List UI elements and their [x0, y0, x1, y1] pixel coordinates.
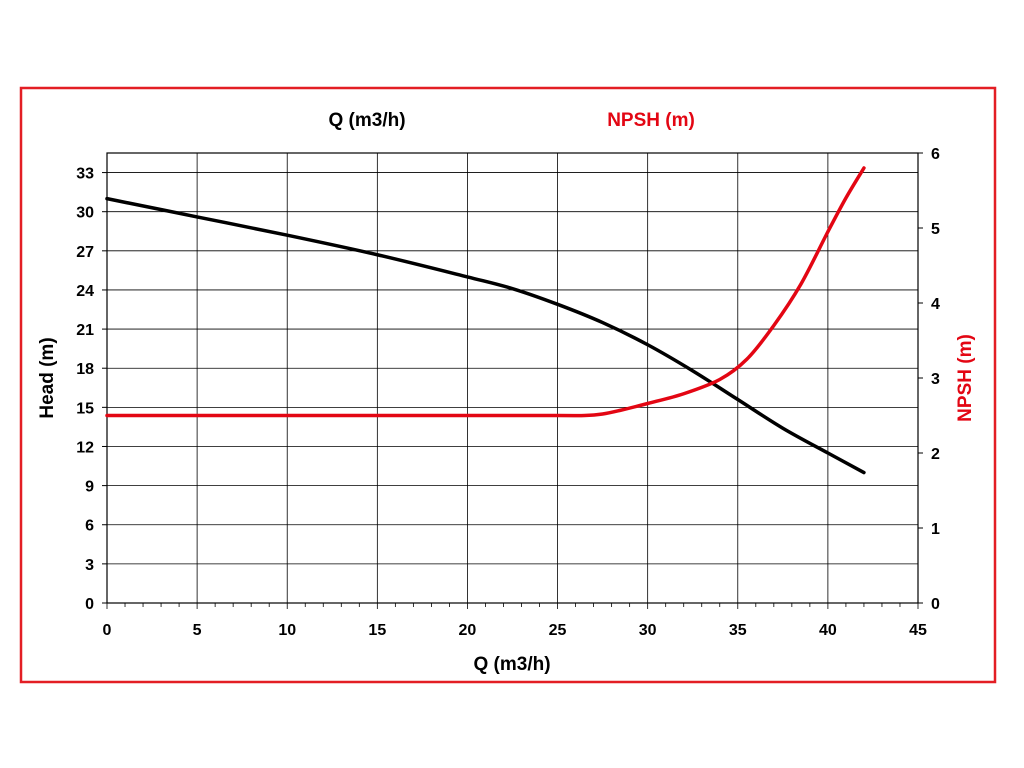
y-tick-label: 15 [76, 400, 94, 417]
top-label-npsh: NPSH (m) [607, 110, 695, 131]
x-tick-label: 45 [909, 622, 927, 639]
y2-tick-labels: 0 1 2 3 4 5 6 [931, 146, 940, 613]
head-curve [105, 196, 866, 475]
x-tick-label: 10 [278, 622, 296, 639]
x-tick-label: 40 [819, 622, 837, 639]
y-tick-label: 12 [76, 439, 94, 456]
y2-axis-title: NPSH (m) [955, 334, 976, 422]
y2-tick-label: 2 [931, 446, 940, 463]
y2-tick-label: 0 [931, 596, 940, 613]
y-tick-label: 18 [76, 361, 94, 378]
x-tick-label: 20 [459, 622, 477, 639]
x-tick-labels: 0 5 10 15 20 25 30 35 40 45 [103, 622, 927, 639]
y-tick-label: 0 [85, 596, 94, 613]
npsh-curve [105, 166, 866, 418]
x-tick-label: 5 [193, 622, 202, 639]
x-axis-title: Q (m3/h) [473, 654, 550, 675]
y-tick-label: 33 [76, 166, 94, 183]
y2-tick-label: 1 [931, 521, 940, 538]
plot-area [106, 152, 919, 604]
y-tick-label: 9 [85, 479, 94, 496]
top-label-flow: Q (m3/h) [328, 110, 405, 131]
x-tick-label: 30 [639, 622, 657, 639]
chart-border [19, 86, 997, 684]
y-tick-label: 21 [76, 322, 94, 339]
y2-tick-label: 6 [931, 146, 940, 163]
y2-tick-label: 4 [931, 296, 940, 313]
y-tick-label: 27 [76, 244, 94, 261]
y2-tick-label: 5 [931, 221, 940, 238]
y-tick-labels: 0 3 6 9 12 15 18 21 24 27 30 33 [76, 166, 94, 613]
y2-tick-label: 3 [931, 371, 940, 388]
x-tick-label: 15 [368, 622, 386, 639]
y-tick-label: 3 [85, 557, 94, 574]
y-tick-label: 24 [76, 283, 94, 300]
x-tick-label: 25 [549, 622, 567, 639]
y-tick-label: 6 [85, 518, 94, 535]
y-axis-title: Head (m) [37, 337, 58, 418]
y-tick-label: 30 [76, 205, 94, 222]
x-minor-ticks [106, 603, 919, 609]
x-tick-label: 0 [103, 622, 112, 639]
x-tick-label: 35 [729, 622, 747, 639]
